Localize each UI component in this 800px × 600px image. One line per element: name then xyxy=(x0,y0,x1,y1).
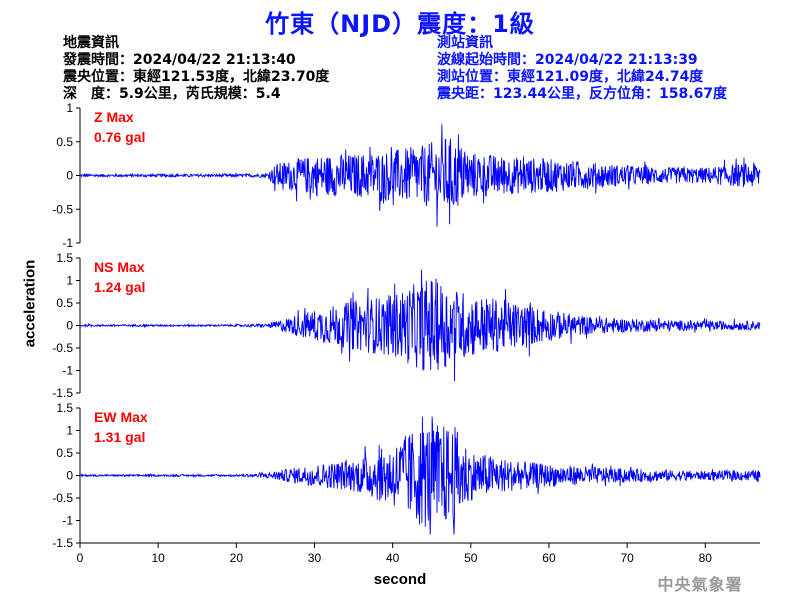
epicenter-location: 震央位置：東經121.53度，北緯23.70度 xyxy=(63,69,330,85)
x-tick-label: 10 xyxy=(151,551,165,565)
earthquake-info-heading: 地震資訊 xyxy=(63,35,119,51)
depth-magnitude: 深 度：5.9公里，芮氏規模：5.4 xyxy=(63,86,281,102)
waveform-z xyxy=(80,124,761,227)
x-tick-label: 60 xyxy=(542,551,556,565)
waveform-ew xyxy=(79,416,761,535)
y-tick-label: 0 xyxy=(66,319,73,333)
peak-value: 1.24 gal xyxy=(94,279,145,295)
station-info: 測站資訊 波線起始時間：2024/04/22 21:13:39 測站位置：東經1… xyxy=(437,35,727,103)
peak-value: 1.31 gal xyxy=(94,429,145,445)
waveform-ns xyxy=(79,269,761,382)
y-axis-label: acceleration xyxy=(21,259,39,348)
y-tick-label: 0 xyxy=(66,469,73,483)
y-tick-label: 1.5 xyxy=(56,401,73,415)
panel-ew: -1.5 -1 -0.5 0 0.5 1 1.5 EW Max 1.31 gal xyxy=(52,401,761,550)
peak-label: Z Max xyxy=(94,109,134,125)
y-tick-label: -0.5 xyxy=(52,491,73,505)
y-tick-label: 1.5 xyxy=(56,251,73,265)
y-tick-label: 0 xyxy=(66,169,73,183)
station-location: 測站位置：東經121.09度，北緯24.74度 xyxy=(437,69,704,85)
x-axis-label: second xyxy=(373,571,427,588)
x-tick-label: 40 xyxy=(386,551,400,565)
epicentral-distance: 震央距：123.44公里，反方位角：158.67度 xyxy=(437,86,728,102)
y-tick-label: 0.5 xyxy=(56,446,73,460)
earthquake-info: 地震資訊 發震時間：2024/04/22 21:13:40 震央位置：東經121… xyxy=(63,35,329,103)
x-tick-label: 0 xyxy=(77,551,84,565)
station-info-heading: 測站資訊 xyxy=(437,35,493,51)
y-tick-label: -0.5 xyxy=(52,202,73,216)
origin-time: 發震時間：2024/04/22 21:13:40 xyxy=(63,52,296,68)
peak-label: EW Max xyxy=(94,409,148,425)
x-tick-label: 50 xyxy=(464,551,478,565)
y-tick-label: 1 xyxy=(66,101,73,115)
y-tick-label: -1.5 xyxy=(52,386,73,400)
y-tick-label: -0.5 xyxy=(52,341,73,355)
x-tick-label: 70 xyxy=(620,551,634,565)
panel-ns: -1.5 -1 -0.5 0 0.5 1 1.5 NS Max 1.24 gal xyxy=(52,251,761,400)
y-tick-label: 1 xyxy=(66,274,73,288)
y-tick-label: 0.5 xyxy=(56,135,73,149)
peak-value: 0.76 gal xyxy=(94,129,145,145)
y-tick-label: 0.5 xyxy=(56,296,73,310)
y-tick-label: -1 xyxy=(62,236,73,250)
y-tick-label: -1 xyxy=(62,514,73,528)
y-tick-label: -1.5 xyxy=(52,536,73,550)
agency-watermark: 中央氣象署 xyxy=(657,575,743,594)
chart-title: 竹東（NJD）震度：1級 xyxy=(265,10,535,38)
panel-z: -1 -0.5 0 0.5 1 Z Max 0.76 gal xyxy=(52,101,761,250)
y-tick-label: -1 xyxy=(62,364,73,378)
peak-label: NS Max xyxy=(94,259,145,275)
wave-start-time: 波線起始時間：2024/04/22 21:13:39 xyxy=(437,52,698,68)
x-tick-label: 80 xyxy=(699,551,713,565)
y-tick-label: 1 xyxy=(66,424,73,438)
x-tick-label: 30 xyxy=(308,551,322,565)
x-tick-label: 20 xyxy=(230,551,244,565)
